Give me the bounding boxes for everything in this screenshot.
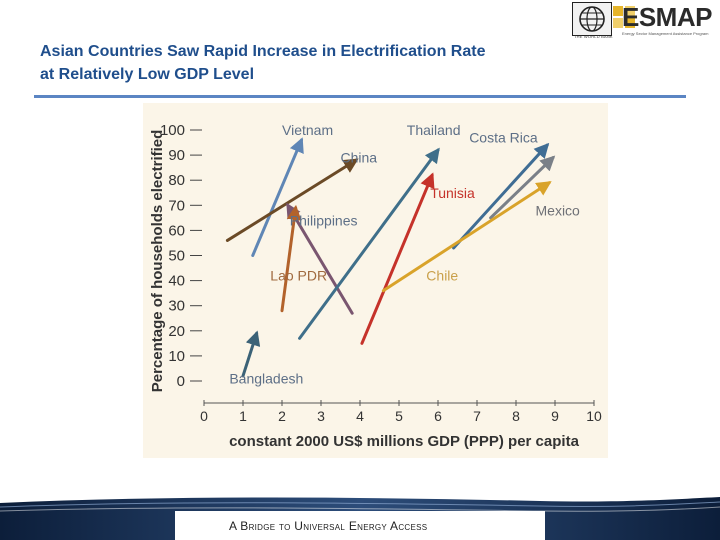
footer-wave [0, 497, 720, 540]
series-line-philippines [286, 202, 354, 315]
y-tick-label: 20 [168, 323, 185, 340]
esmap-logo: THE WORLD BANK ESMAP Energy Sector Manag… [572, 2, 717, 42]
country-label: Thailand [407, 122, 461, 138]
x-tick-label: 7 [473, 408, 481, 424]
country-label: Mexico [536, 202, 581, 218]
world-bank-logo: THE WORLD BANK [572, 2, 613, 39]
page-title: Asian Countries Saw Rapid Increase in El… [40, 40, 560, 86]
series-line-china [225, 158, 359, 242]
title-divider [34, 95, 686, 98]
logo-text: ESMAP [622, 2, 712, 32]
footer-tagline: A Bridge to Universal Energy Access [229, 519, 428, 533]
country-label: China [341, 150, 378, 166]
series-line-chile [381, 181, 552, 293]
esmap-mark-icon [613, 6, 635, 28]
title-line-1: Asian Countries Saw Rapid Increase in El… [40, 43, 486, 60]
x-tick-label: 5 [395, 408, 403, 424]
logo-subtext: Energy Sector Management Assistance Prog… [622, 31, 709, 36]
x-tick-label: 10 [586, 408, 602, 424]
country-label: Costa Rica [469, 130, 538, 146]
x-tick-label: 8 [512, 408, 520, 424]
chart: 0 10 20 30 40 50 60 70 80 90 100 0 1 2 3 4 5 6 7 8 9 10 consta… [149, 122, 602, 450]
x-tick-label: 3 [317, 408, 325, 424]
title-line-2: at Relatively Low GDP Level [40, 66, 255, 83]
y-tick-label: 60 [168, 222, 185, 239]
x-tick-label: 2 [278, 408, 286, 424]
country-label: Vietnam [282, 122, 333, 138]
y-axis-label: Percentage of households electrified [149, 130, 166, 393]
y-tick-label: 100 [160, 122, 185, 139]
series-line-lao-pdr [280, 204, 302, 313]
series-line-thailand [298, 147, 440, 340]
x-tick-label: 4 [356, 408, 364, 424]
y-tick-label: 40 [168, 273, 185, 290]
country-label: Bangladesh [229, 371, 303, 387]
y-tick-label: 30 [168, 298, 185, 315]
x-tick-label: 0 [200, 408, 208, 424]
y-tick-label: 80 [168, 172, 185, 189]
y-tick-label: 50 [168, 248, 185, 265]
y-tick-label: 10 [168, 348, 185, 365]
x-tick-label: 9 [551, 408, 559, 424]
country-label: Tunisia [430, 185, 475, 201]
series-line-costa-rica [452, 142, 550, 250]
country-label: Lao PDR [270, 268, 327, 284]
y-tick-label: 0 [177, 373, 185, 390]
logo-partner-text: THE WORLD BANK [574, 34, 613, 39]
series-line-vietnam [251, 137, 304, 257]
chart-panel: 0 10 20 30 40 50 60 70 80 90 100 0 1 2 3 4 5 6 7 8 9 10 consta… [143, 103, 608, 458]
y-tick-label: 90 [168, 147, 185, 164]
series-line-mexico [489, 155, 556, 220]
x-tick-label: 6 [434, 408, 442, 424]
country-label: Chile [426, 268, 458, 284]
globe-icon [579, 6, 605, 32]
x-tick-label: 1 [239, 408, 247, 424]
x-axis-label: constant 2000 US$ millions GDP (PPP) per… [229, 433, 579, 450]
series-line-tunisia [360, 172, 435, 345]
series-line-bangladesh [241, 330, 261, 378]
y-tick-label: 70 [168, 197, 185, 214]
country-label: Philippines [290, 212, 358, 228]
